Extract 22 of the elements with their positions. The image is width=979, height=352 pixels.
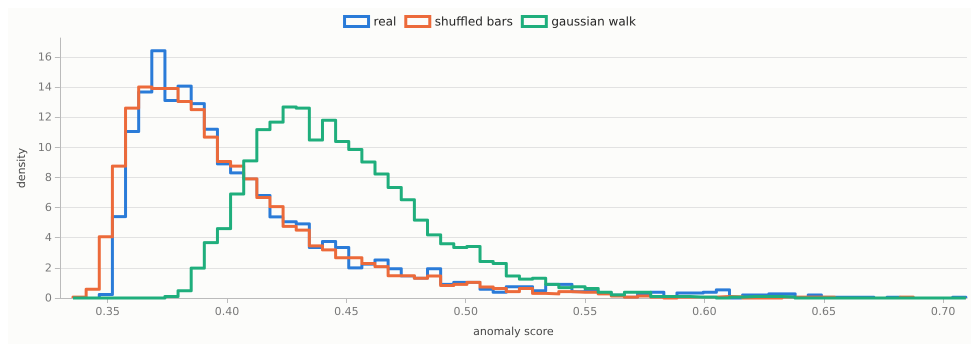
x-axis-title: anomaly score	[473, 325, 554, 338]
y-tick-label: 12	[38, 110, 52, 124]
x-tick-label: 0.45	[334, 305, 359, 318]
y-tick-label: 8	[44, 170, 52, 184]
y-tick-label: 10	[38, 140, 52, 154]
x-tick-label: 0.35	[95, 305, 120, 318]
x-tick-label: 0.55	[572, 305, 598, 318]
y-tick-label: 0	[44, 292, 52, 304]
y-tick-label: 2	[44, 261, 52, 274]
x-tick-label: 0.50	[453, 305, 478, 318]
legend-label: shuffled bars	[434, 14, 513, 28]
legend-label: gaussian walk	[551, 14, 636, 28]
legend-label: real	[374, 14, 396, 28]
x-tick-label: 0.60	[692, 305, 717, 318]
y-tick-label: 6	[44, 201, 52, 214]
x-tick-label: 0.70	[930, 305, 956, 318]
y-axis-title: density	[15, 147, 28, 188]
y-tick-label: 4	[44, 231, 52, 244]
y-tick-label: 14	[38, 80, 52, 94]
y-tick-label: 16	[38, 50, 52, 64]
x-tick-label: 0.40	[214, 305, 240, 318]
x-tick-label: 0.65	[812, 305, 836, 318]
